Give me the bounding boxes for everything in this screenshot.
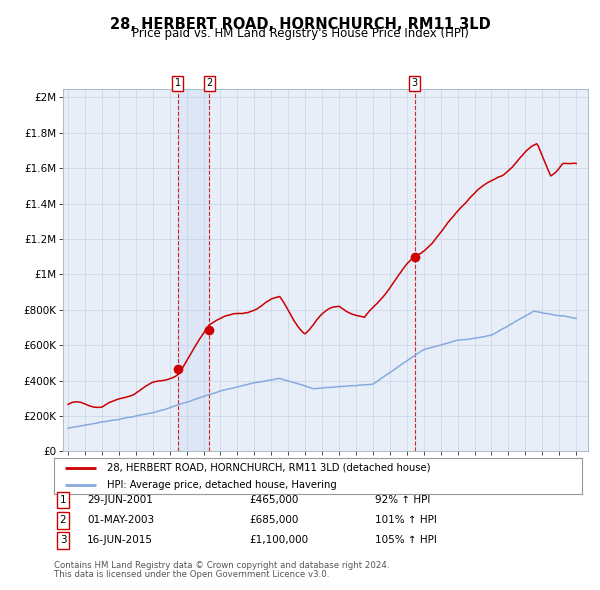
Text: £685,000: £685,000 [249,516,298,525]
Text: Contains HM Land Registry data © Crown copyright and database right 2024.: Contains HM Land Registry data © Crown c… [54,561,389,570]
Text: HPI: Average price, detached house, Havering: HPI: Average price, detached house, Have… [107,480,337,490]
Text: 105% ↑ HPI: 105% ↑ HPI [375,536,437,545]
Text: 2: 2 [206,78,212,88]
Text: 1: 1 [175,78,181,88]
Bar [178,88,209,451]
Text: £465,000: £465,000 [249,496,298,505]
Text: 1: 1 [59,496,67,505]
Text: 29-JUN-2001: 29-JUN-2001 [87,496,153,505]
Text: 2: 2 [59,516,67,525]
Text: 92% ↑ HPI: 92% ↑ HPI [375,496,430,505]
Text: 101% ↑ HPI: 101% ↑ HPI [375,516,437,525]
Text: This data is licensed under the Open Government Licence v3.0.: This data is licensed under the Open Gov… [54,571,329,579]
Text: 01-MAY-2003: 01-MAY-2003 [87,516,154,525]
Text: 3: 3 [59,536,67,545]
Text: 3: 3 [412,78,418,88]
Text: £1,100,000: £1,100,000 [249,536,308,545]
Text: Price paid vs. HM Land Registry's House Price Index (HPI): Price paid vs. HM Land Registry's House … [131,27,469,40]
Text: 28, HERBERT ROAD, HORNCHURCH, RM11 3LD (detached house): 28, HERBERT ROAD, HORNCHURCH, RM11 3LD (… [107,463,430,473]
Text: 28, HERBERT ROAD, HORNCHURCH, RM11 3LD: 28, HERBERT ROAD, HORNCHURCH, RM11 3LD [110,17,490,31]
Text: 16-JUN-2015: 16-JUN-2015 [87,536,153,545]
